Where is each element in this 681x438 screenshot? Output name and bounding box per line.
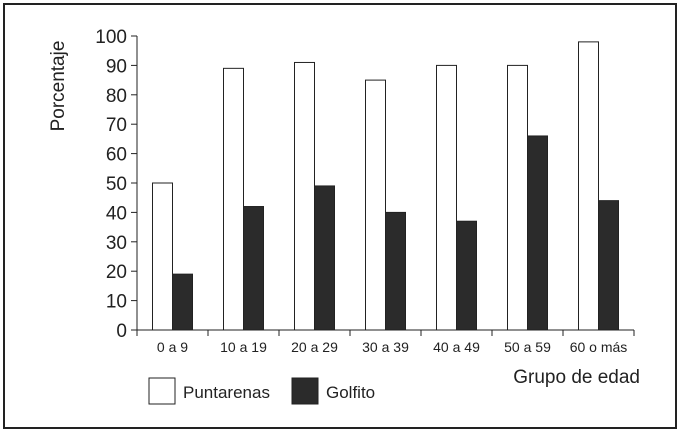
legend: Puntarenas Golfito <box>148 377 375 405</box>
bar-golfito <box>598 200 619 331</box>
legend-swatch-puntarenas <box>148 377 176 405</box>
legend-swatch-golfito <box>291 377 319 405</box>
y-tick-label: 20 <box>106 262 127 283</box>
bars <box>152 41 619 331</box>
x-tick-label: 10 a 19 <box>220 339 267 355</box>
legend-item-puntarenas: Puntarenas <box>148 377 270 405</box>
bar-golfito <box>172 273 193 331</box>
bar-golfito <box>243 206 264 331</box>
x-tick-label: 0 a 9 <box>157 339 188 355</box>
bar-golfito <box>385 211 406 331</box>
x-tick-label: 20 a 29 <box>291 339 338 355</box>
legend-label-puntarenas: Puntarenas <box>183 383 270 402</box>
x-tick-labels: 0 a 9 10 a 19 20 a 29 30 a 39 40 a 49 50 a 59… <box>157 339 627 355</box>
y-tick-labels: 0 10 20 30 40 50 60 70 80 90 100 <box>95 27 127 342</box>
y-tick-label: 70 <box>106 115 127 136</box>
bar-puntarenas <box>152 182 173 331</box>
y-tick-label: 10 <box>106 292 127 313</box>
x-tick-label: 40 a 49 <box>433 339 480 355</box>
legend-item-golfito: Golfito <box>291 377 375 405</box>
bar-puntarenas <box>578 41 599 331</box>
axes <box>131 35 635 336</box>
y-tick-label: 100 <box>95 27 127 48</box>
y-tick-label: 30 <box>106 233 127 254</box>
bar-puntarenas <box>507 64 528 331</box>
x-axis-label: Grupo de edad <box>513 367 640 388</box>
y-tick-label: 40 <box>106 203 127 224</box>
bar-golfito <box>456 220 477 331</box>
legend-label-golfito: Golfito <box>326 383 375 402</box>
y-tick-label: 60 <box>106 145 127 166</box>
bar-golfito <box>314 185 335 331</box>
bar-puntarenas <box>294 61 315 331</box>
bar-golfito <box>527 135 548 331</box>
bar-puntarenas <box>365 79 386 331</box>
y-tick-label: 0 <box>116 321 127 342</box>
x-tick-label: 30 a 39 <box>362 339 409 355</box>
chart-border <box>3 3 677 429</box>
y-tick-label: 90 <box>106 56 127 77</box>
y-axis-label: Porcentaje <box>48 41 69 132</box>
y-tick-label: 80 <box>106 86 127 107</box>
x-tick-label: 60 o más <box>570 339 628 355</box>
y-tick-label: 50 <box>106 174 127 195</box>
bar-puntarenas <box>436 64 457 331</box>
x-tick-label: 50 a 59 <box>504 339 551 355</box>
bar-puntarenas <box>223 67 244 331</box>
